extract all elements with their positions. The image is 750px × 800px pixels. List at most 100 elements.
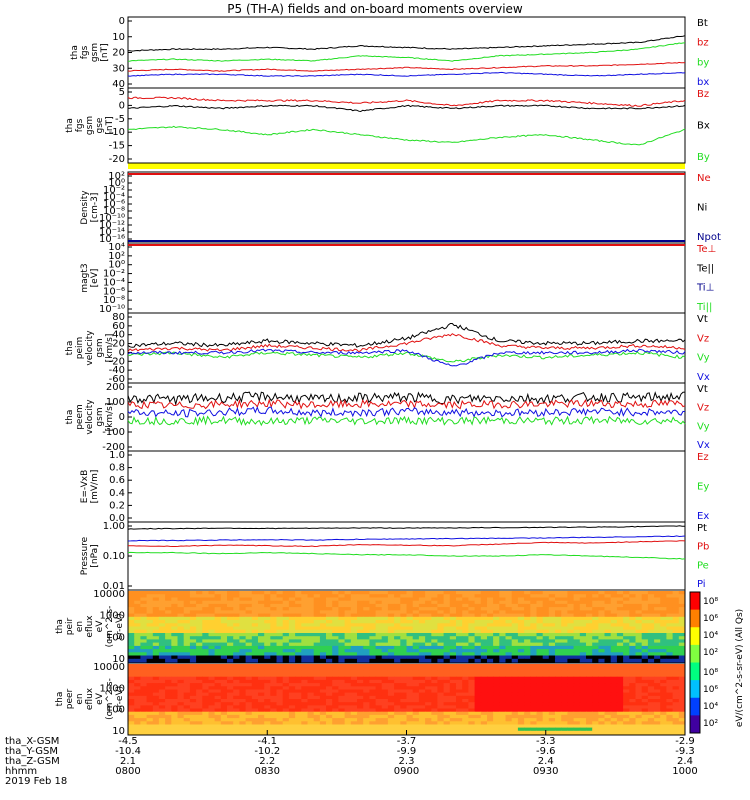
heatmap-cell — [647, 683, 655, 687]
heatmap-cell — [654, 721, 661, 725]
heatmap-cell — [672, 702, 680, 706]
heatmap-cell — [227, 699, 234, 703]
heatmap-cell — [660, 689, 667, 694]
heatmap-cell — [239, 705, 247, 710]
heatmap-cell — [443, 689, 451, 694]
heatmap-cell — [449, 620, 457, 624]
y-axis-label: [cm-3] — [90, 193, 100, 223]
heatmap-cell — [660, 655, 667, 660]
heatmap-cell — [480, 670, 488, 675]
heatmap-cell — [189, 629, 197, 634]
heatmap-cell — [579, 623, 587, 627]
heatmap-cell — [245, 600, 253, 605]
heatmap-cell — [480, 626, 488, 631]
heatmap-cell — [171, 610, 178, 615]
heatmap-cell — [270, 642, 277, 647]
heatmap-cell — [307, 649, 315, 653]
heatmap-cell — [561, 686, 568, 690]
heatmap-cell — [654, 616, 661, 621]
heatmap-cell — [449, 639, 457, 644]
heatmap-cell — [548, 652, 556, 656]
heatmap-cell — [431, 730, 438, 735]
heatmap-cell — [493, 610, 500, 615]
y-axis-label: eflux — [85, 687, 95, 710]
heatmap-cell — [629, 610, 636, 615]
y-tick-label: 200 — [106, 382, 125, 393]
heatmap-cell — [598, 686, 606, 690]
heatmap-cell — [276, 705, 284, 710]
heatmap-cell — [536, 649, 544, 653]
colorbar-band — [690, 715, 700, 734]
heatmap-cell — [350, 645, 358, 650]
heatmap-cell — [449, 623, 457, 627]
heatmap-cell — [493, 645, 500, 650]
heatmap-cell — [449, 664, 457, 668]
heatmap-cell — [158, 718, 166, 722]
heatmap-cell — [573, 591, 581, 595]
heatmap-cell — [375, 626, 383, 631]
heatmap-cell — [251, 591, 259, 595]
heatmap-cell — [468, 620, 476, 624]
heatmap-cell — [400, 664, 407, 668]
heatmap-cell — [171, 629, 178, 634]
heatmap-cell — [678, 645, 686, 650]
heatmap-cell — [654, 702, 661, 706]
heatmap-cell — [332, 708, 339, 713]
heatmap-cell — [208, 670, 216, 675]
heatmap-cell — [177, 613, 185, 618]
heatmap-cell — [288, 695, 296, 700]
heatmap-cell — [245, 702, 253, 706]
heatmap-cell — [301, 676, 308, 681]
heatmap-cell — [635, 711, 643, 716]
heatmap-cell — [270, 686, 277, 690]
heatmap-cell — [586, 699, 593, 703]
heatmap-cell — [202, 711, 209, 716]
heatmap-cell — [530, 642, 537, 647]
heatmap-cell — [474, 679, 482, 684]
heatmap-cell — [140, 645, 148, 650]
heatmap-cell — [152, 689, 160, 694]
y-tick-label: 60 — [112, 321, 125, 332]
heatmap-cell — [357, 633, 364, 637]
heatmap-cell — [338, 613, 346, 618]
heatmap-cell — [350, 718, 358, 722]
heatmap-cell — [561, 639, 568, 644]
heatmap-cell — [214, 708, 222, 713]
heatmap-cell — [623, 620, 630, 624]
heatmap-cell — [579, 645, 587, 650]
heatmap-cell — [270, 607, 277, 611]
heatmap-cell — [208, 718, 216, 722]
y-tick-label: 10² — [108, 251, 125, 262]
heatmap-cell — [487, 600, 494, 605]
heatmap-cell — [468, 721, 476, 725]
heatmap-cell — [387, 603, 395, 608]
heatmap-cell — [239, 658, 247, 663]
heatmap-cell — [196, 686, 203, 690]
heatmap-cell — [220, 616, 228, 621]
heatmap-cell — [128, 623, 135, 627]
heatmap-cell — [406, 623, 414, 627]
heatmap-cell — [208, 705, 216, 710]
heatmap-cell — [449, 683, 457, 687]
heatmap-cell — [561, 702, 568, 706]
heatmap-cell — [542, 597, 550, 602]
heatmap-cell — [462, 711, 469, 716]
heatmap-cell — [233, 714, 240, 719]
heatmap-cell — [511, 620, 519, 624]
series-Pi — [127, 535, 686, 542]
heatmap-cell — [251, 695, 259, 700]
heatmap-cell — [165, 607, 172, 611]
heatmap-cell — [604, 645, 612, 650]
footer-row-label: 2019 Feb 18 — [5, 776, 67, 787]
heatmap-cell — [511, 629, 519, 634]
heatmap-cell — [208, 649, 216, 653]
heatmap-cell — [357, 721, 364, 725]
heatmap-cell — [548, 623, 556, 627]
heatmap-cell — [227, 714, 234, 719]
heatmap-cell — [183, 721, 191, 725]
heatmap-cell — [474, 655, 482, 660]
heatmap-cell — [128, 607, 135, 611]
heatmap-cell — [561, 645, 568, 650]
heatmap-cell — [233, 591, 240, 595]
heatmap-cell — [251, 616, 259, 621]
